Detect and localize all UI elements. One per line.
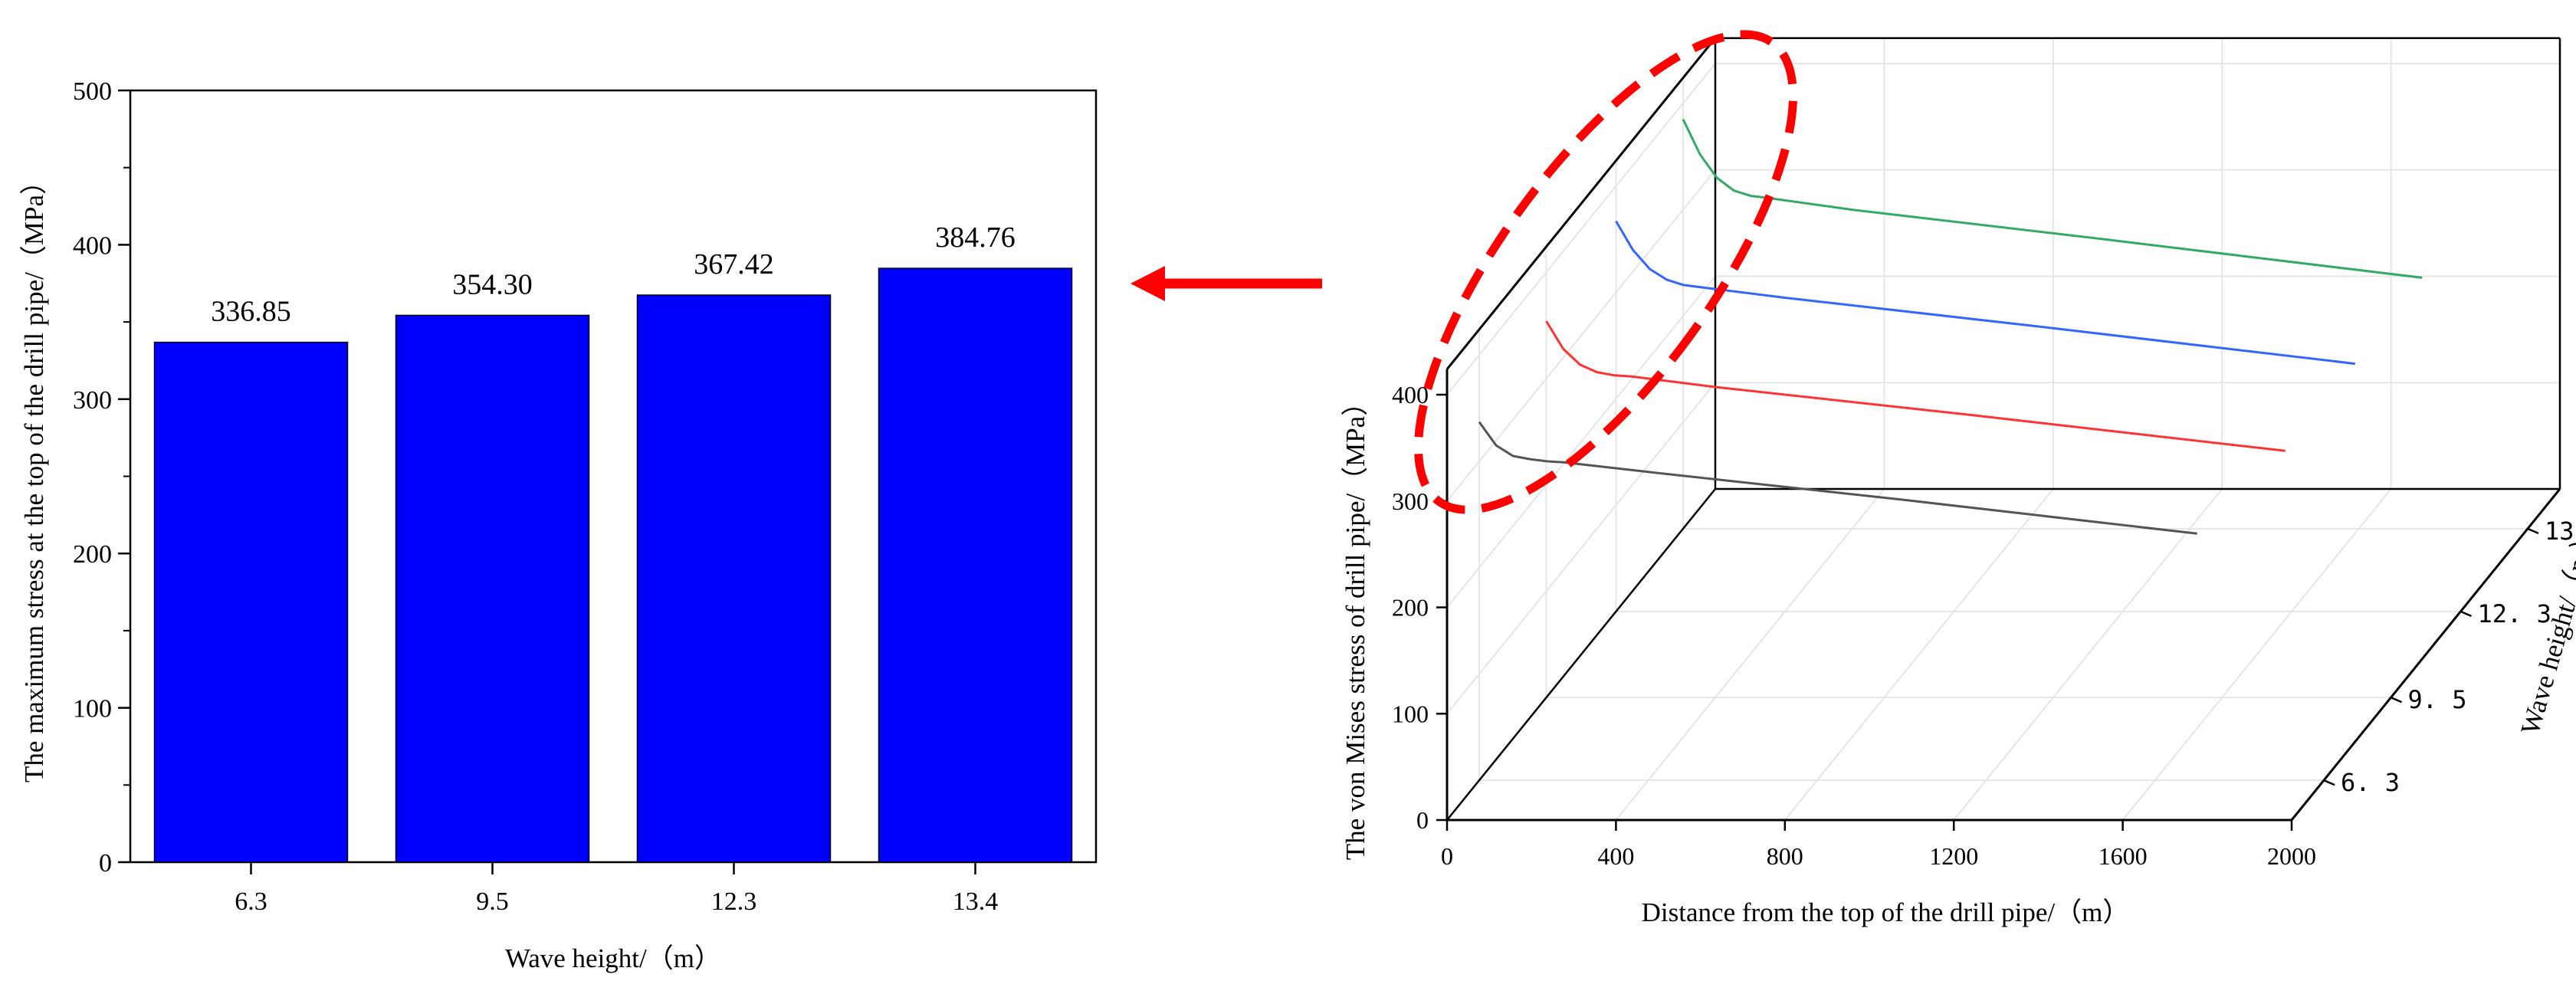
3d-z-tick-label: 200: [1392, 594, 1429, 622]
3d-x-tick-label: 1600: [2099, 842, 2148, 870]
3d-depth-tick-mark: [2391, 697, 2402, 704]
bar: [878, 267, 1073, 863]
3d-gridline: [1446, 382, 1716, 714]
highlight-ellipse: [1414, 30, 1797, 514]
3d-z-tick-label: 400: [1392, 381, 1429, 408]
bar-y-tick-label: 100: [73, 695, 112, 723]
bar: [153, 341, 349, 863]
3d-depth-tick-label: 12. 3: [2478, 599, 2551, 628]
series-line-wave-6-3: [1478, 421, 2197, 535]
bar-marks: 336.85 354.30 367.42 384.76: [153, 221, 1073, 863]
series-line-wave-9-5: [1545, 320, 2286, 452]
bar-x-axis-label: Wave height/（m）: [505, 943, 721, 973]
bar-y-axis-label: The maximum stress at the top of the dri…: [19, 168, 49, 782]
bar: [636, 294, 832, 863]
red-arrow-icon: [1130, 266, 1322, 301]
3d-x-tick-label: 800: [1767, 842, 1803, 870]
series-line-wave-13-4: [1682, 119, 2423, 279]
3d-box-edges: [1446, 37, 2561, 822]
3d-series-lines: [1478, 119, 2423, 535]
3d-gridline: [1446, 169, 1716, 502]
3d-box-edge: [1446, 488, 1716, 821]
3d-y-axis-label: The von Mises stress of drill pipe/（MPa）: [1341, 389, 1370, 860]
bar-y-tick-label: 500: [73, 77, 112, 106]
3d-depth-tick-label: 13. 4: [2545, 517, 2576, 546]
3d-x-axis-label: Distance from the top of the drill pipe/…: [1642, 897, 2130, 927]
3d-box-edge: [2290, 488, 2561, 821]
3d-x-tick-label: 0: [1441, 842, 1453, 870]
3d-box-edge: [1446, 37, 1717, 370]
3d-tick-labels: 0 400 800 1200 1600 2000 0 100 200 300 400 6. 3 9. 5…: [1392, 381, 2576, 870]
bar-value-label: 354.30: [452, 268, 533, 300]
3d-depth-tick-mark: [2527, 527, 2539, 534]
bar-x-tick-label: 12.3: [711, 887, 757, 916]
bar-x-ticks: 6.3 9.5 12.3 13.4: [235, 862, 998, 916]
bar-chart: 0 100 200 300 400 500 6.3 9.5 12.3 13.4 336.85 35…: [19, 77, 1098, 973]
3d-z-tick-label: 300: [1392, 487, 1429, 515]
bar-value-label: 384.76: [935, 221, 1016, 254]
3d-z-tick-label: 100: [1392, 700, 1429, 727]
3d-gridline: [1784, 488, 2054, 821]
3d-x-tick-label: 400: [1597, 842, 1634, 870]
bar-y-tick-label: 200: [73, 540, 112, 569]
3d-x-tick-label: 2000: [2267, 842, 2316, 870]
3d-gridline: [1953, 488, 2223, 821]
3d-depth-tick-label: 6. 3: [2341, 768, 2400, 797]
bar-y-tick-label: 300: [73, 386, 112, 415]
bar-y-ticks: 0 100 200 300 400 500: [73, 77, 130, 878]
3d-depth-tick-mark: [2323, 779, 2335, 786]
3d-depth-axis-label: Wave height/（m）: [2515, 522, 2576, 738]
bar-y-tick-label: 0: [99, 849, 112, 878]
bar-y-tick-label: 400: [73, 231, 112, 260]
3d-x-tick-label: 1200: [1929, 842, 1978, 870]
3d-line-chart: 0 400 800 1200 1600 2000 0 100 200 300 400 6. 3 9. 5…: [1341, 30, 2576, 927]
3d-gridline: [1446, 63, 1716, 395]
bar: [395, 314, 590, 863]
series-line-wave-12-3: [1615, 220, 2355, 366]
3d-gridline: [2122, 488, 2392, 821]
3d-depth-tick-label: 9. 5: [2408, 685, 2467, 714]
3d-gridline: [1615, 488, 1885, 821]
bar-x-tick-label: 13.4: [953, 887, 999, 916]
3d-gridline: [1446, 275, 1716, 609]
bar-x-tick-label: 9.5: [476, 887, 509, 916]
3d-depth-tick-mark: [2460, 610, 2472, 617]
3d-z-tick-label: 0: [1416, 806, 1429, 834]
bar-value-label: 367.42: [694, 248, 774, 280]
bar-x-tick-label: 6.3: [235, 887, 267, 916]
bar-value-label: 336.85: [211, 296, 291, 328]
